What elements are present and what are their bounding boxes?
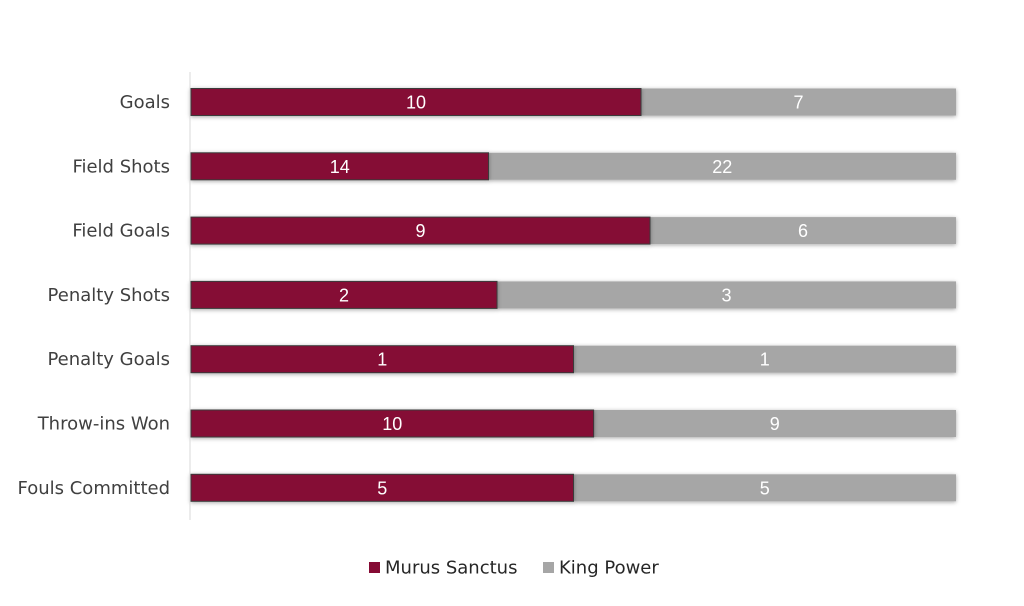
bar-king-power-throw-ins-won <box>593 410 956 437</box>
bar-king-power-penalty-shots <box>497 281 956 309</box>
bar-murus-sanctus-penalty-shots <box>190 280 498 309</box>
labels-layer: Goals 10 7 Field Shots 14 22 Field Goals 9 6 Pena… <box>18 92 809 499</box>
legend-label-murus-sanctus: Murus Sanctus <box>385 558 517 579</box>
data-label-king-power-goals: 7 <box>793 93 803 113</box>
bar-murus-sanctus-field-shots <box>190 152 489 181</box>
legend-label-king-power: King Power <box>559 558 659 579</box>
data-label-king-power-penalty-goals: 1 <box>760 350 770 370</box>
bar-murus-sanctus-throw-ins-won <box>190 409 595 438</box>
legend: Murus Sanctus King Power <box>369 558 659 579</box>
bar-king-power-field-shots <box>488 152 956 180</box>
bar-murus-sanctus-penalty-goals <box>190 345 574 374</box>
data-label-king-power-field-goals: 6 <box>798 221 808 241</box>
category-label-penalty-shots: Penalty Shots <box>48 285 170 306</box>
bar-murus-sanctus-goals <box>190 88 642 116</box>
category-label-throw-ins-won: Throw-ins Won <box>37 414 170 435</box>
legend-swatch-king-power <box>543 562 554 573</box>
bar-king-power-field-goals <box>650 217 956 245</box>
data-label-murus-sanctus-penalty-shots: 2 <box>339 285 349 305</box>
bars-layer <box>190 88 956 502</box>
legend-swatch-murus-sanctus <box>369 562 380 573</box>
category-label-goals: Goals <box>120 92 170 113</box>
data-label-king-power-penalty-shots: 3 <box>721 285 731 305</box>
data-label-murus-sanctus-field-shots: 14 <box>330 157 350 177</box>
category-label-penalty-goals: Penalty Goals <box>47 349 170 370</box>
bar-murus-sanctus-fouls-committed <box>190 473 574 502</box>
data-label-murus-sanctus-goals: 10 <box>406 93 426 113</box>
data-label-king-power-throw-ins-won: 9 <box>770 414 780 434</box>
bar-king-power-goals <box>641 88 956 116</box>
data-label-murus-sanctus-penalty-goals: 1 <box>377 350 387 370</box>
bar-king-power-penalty-goals <box>573 345 956 373</box>
category-label-field-shots: Field Shots <box>72 156 170 177</box>
data-label-king-power-fouls-committed: 5 <box>760 478 770 498</box>
data-label-king-power-field-shots: 22 <box>712 157 732 177</box>
category-label-field-goals: Field Goals <box>72 221 170 242</box>
data-label-murus-sanctus-fouls-committed: 5 <box>377 478 387 498</box>
data-label-murus-sanctus-throw-ins-won: 10 <box>382 414 402 434</box>
bar-king-power-fouls-committed <box>573 474 956 502</box>
category-label-fouls-committed: Fouls Committed <box>18 478 171 499</box>
bar-murus-sanctus-field-goals <box>190 216 651 245</box>
data-label-murus-sanctus-field-goals: 9 <box>415 221 425 241</box>
